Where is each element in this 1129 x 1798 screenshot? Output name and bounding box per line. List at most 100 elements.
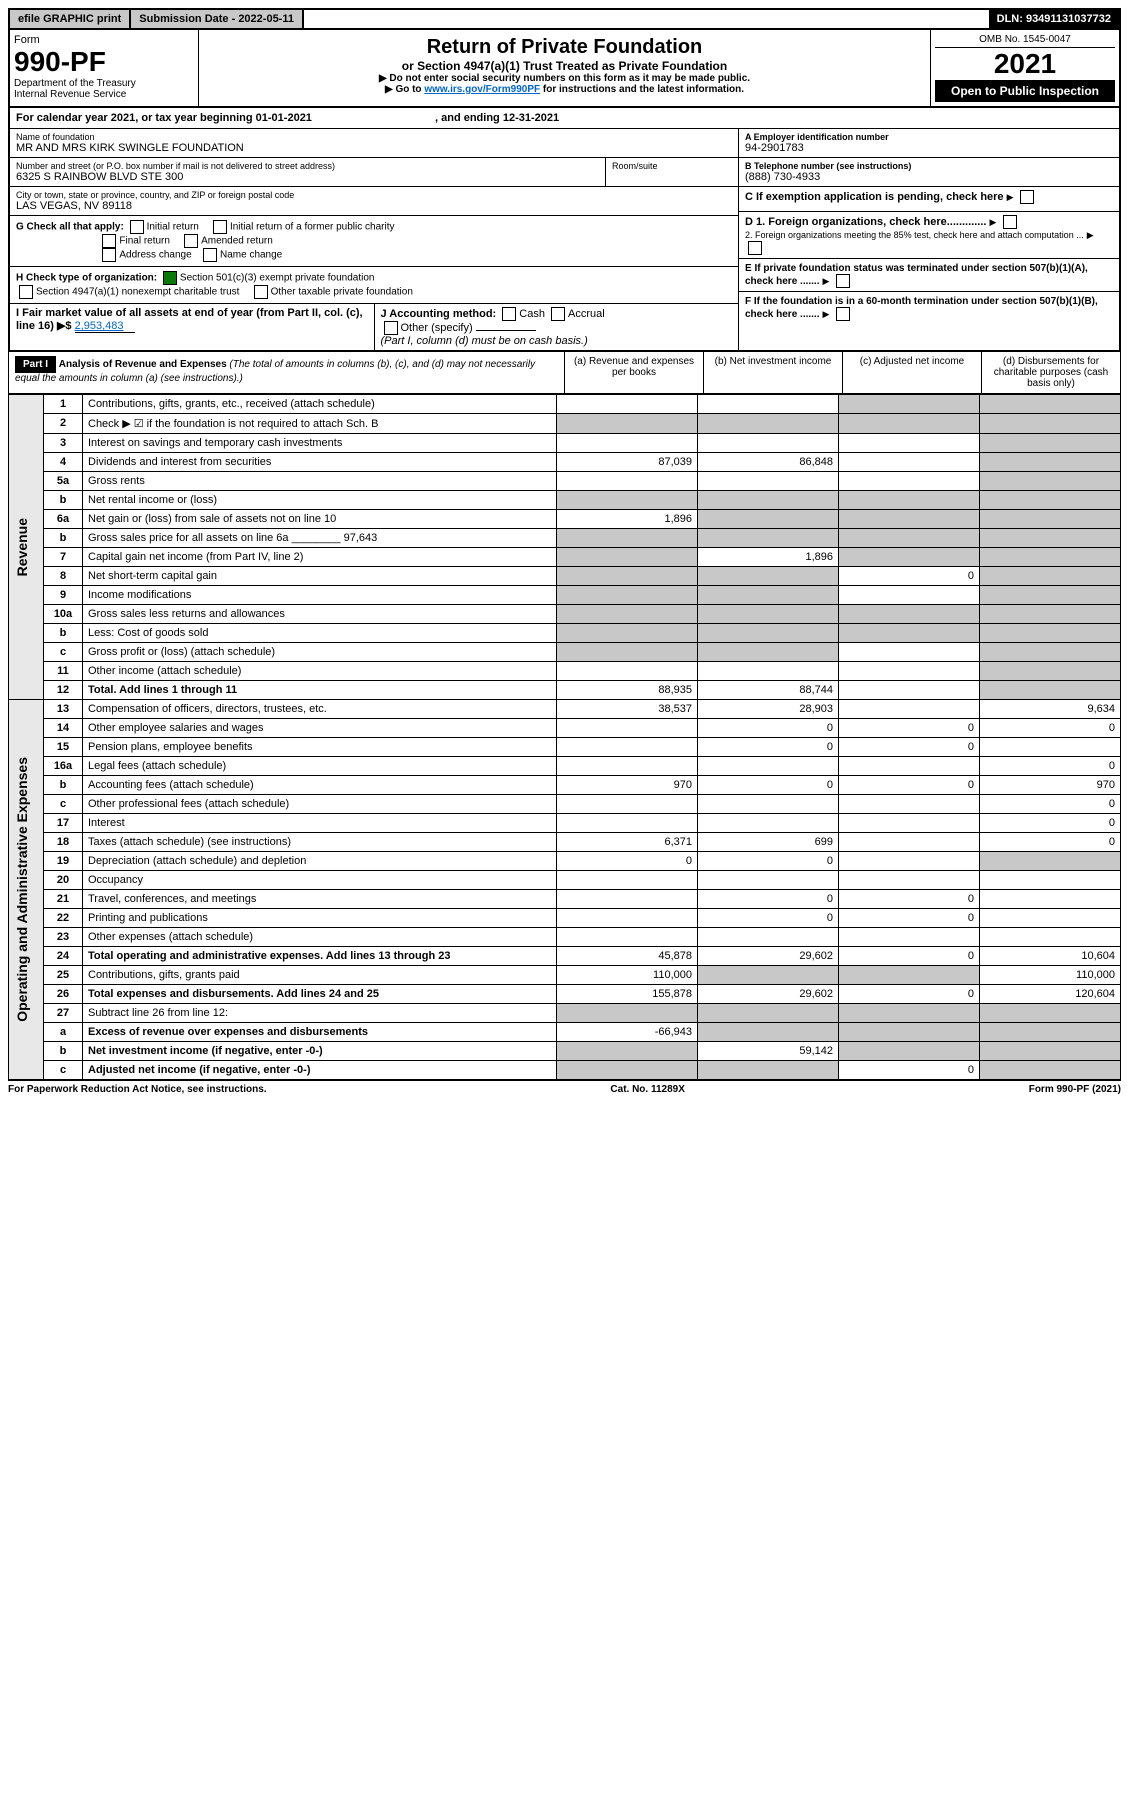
line-number: 14	[44, 719, 83, 738]
table-row: bNet investment income (if negative, ent…	[9, 1042, 1121, 1061]
page-footer: For Paperwork Reduction Act Notice, see …	[8, 1080, 1121, 1095]
table-row: 4Dividends and interest from securities8…	[9, 453, 1121, 472]
amount-cell: 88,935	[557, 681, 698, 700]
checkbox-f[interactable]	[836, 307, 850, 321]
table-row: 8Net short-term capital gain0	[9, 567, 1121, 586]
line-description: Less: Cost of goods sold	[83, 624, 557, 643]
amount-cell	[698, 928, 839, 947]
line-description: Net investment income (if negative, ente…	[83, 1042, 557, 1061]
checkbox-4947[interactable]	[19, 285, 33, 299]
amount-cell: 0	[980, 757, 1121, 776]
tax-year: 2021	[935, 48, 1115, 80]
line-description: Interest on savings and temporary cash i…	[83, 434, 557, 453]
amount-cell: 699	[698, 833, 839, 852]
table-row: 7Capital gain net income (from Part IV, …	[9, 548, 1121, 567]
amount-cell	[698, 491, 839, 510]
form-header: Form 990-PF Department of the Treasury I…	[8, 30, 1121, 108]
amount-cell	[698, 414, 839, 434]
amount-cell	[839, 814, 980, 833]
checkbox-initial-public[interactable]	[213, 220, 227, 234]
arrow-icon	[823, 308, 830, 320]
table-row: 2Check ▶ ☑ if the foundation is not requ…	[9, 414, 1121, 434]
h-opt-1: Section 501(c)(3) exempt private foundat…	[180, 273, 375, 284]
table-row: 9Income modifications	[9, 586, 1121, 605]
line-description: Other expenses (attach schedule)	[83, 928, 557, 947]
checkbox-address-change[interactable]	[102, 248, 116, 262]
amount-cell: 0	[839, 738, 980, 757]
table-row: Operating and Administrative Expenses13C…	[9, 700, 1121, 719]
line-description: Accounting fees (attach schedule)	[83, 776, 557, 795]
amount-cell	[698, 1004, 839, 1023]
amount-cell	[698, 1023, 839, 1042]
arrow-icon	[823, 275, 830, 287]
line-description: Contributions, gifts, grants paid	[83, 966, 557, 985]
amount-cell	[839, 1004, 980, 1023]
amount-cell	[839, 928, 980, 947]
line-number: 9	[44, 586, 83, 605]
amount-cell: 0	[557, 852, 698, 871]
line-description: Other income (attach schedule)	[83, 662, 557, 681]
amount-cell	[839, 453, 980, 472]
amount-cell	[980, 681, 1121, 700]
amount-cell	[698, 472, 839, 491]
amount-cell	[557, 624, 698, 643]
checkbox-cash[interactable]	[502, 307, 516, 321]
d2-text: 2. Foreign organizations meeting the 85%…	[745, 230, 1084, 240]
checkbox-initial-return[interactable]	[130, 220, 144, 234]
amount-cell: 0	[698, 738, 839, 757]
irs-link[interactable]: www.irs.gov/Form990PF	[424, 84, 540, 95]
amount-cell	[557, 795, 698, 814]
table-row: 3Interest on savings and temporary cash …	[9, 434, 1121, 453]
amount-cell	[557, 814, 698, 833]
amount-cell	[980, 643, 1121, 662]
col-c-hdr: (c) Adjusted net income	[842, 352, 981, 393]
table-row: cOther professional fees (attach schedul…	[9, 795, 1121, 814]
checkbox-e[interactable]	[836, 274, 850, 288]
amount-cell	[980, 548, 1121, 567]
checkbox-501c3[interactable]	[163, 271, 177, 285]
efile-label[interactable]: efile GRAPHIC print	[10, 10, 131, 28]
section-c: C If exemption application is pending, c…	[739, 187, 1119, 212]
line-number: 12	[44, 681, 83, 700]
line-number: 17	[44, 814, 83, 833]
table-row: 15Pension plans, employee benefits00	[9, 738, 1121, 757]
table-row: 12Total. Add lines 1 through 1188,93588,…	[9, 681, 1121, 700]
city-state-zip: LAS VEGAS, NV 89118	[16, 200, 732, 212]
expenses-sidebar: Operating and Administrative Expenses	[9, 700, 44, 1080]
section-h: H Check type of organization: Section 50…	[10, 267, 738, 304]
checkbox-c[interactable]	[1020, 190, 1034, 204]
checkbox-name-change[interactable]	[203, 248, 217, 262]
checkbox-final-return[interactable]	[102, 234, 116, 248]
line-description: Legal fees (attach schedule)	[83, 757, 557, 776]
amount-cell	[980, 1023, 1121, 1042]
amount-cell	[839, 605, 980, 624]
amount-cell	[557, 434, 698, 453]
line-number: 6a	[44, 510, 83, 529]
calyear-end: 12-31-2021	[503, 112, 559, 124]
amount-cell: 110,000	[980, 966, 1121, 985]
amount-cell	[980, 453, 1121, 472]
amount-cell	[698, 395, 839, 414]
j-other: Other (specify)	[401, 322, 473, 334]
amount-cell	[557, 871, 698, 890]
amount-cell	[557, 662, 698, 681]
amount-cell	[980, 605, 1121, 624]
checkbox-d2[interactable]	[748, 241, 762, 255]
amount-cell: 970	[557, 776, 698, 795]
checkbox-other-method[interactable]	[384, 321, 398, 335]
amount-cell: 0	[839, 909, 980, 928]
line-description: Dividends and interest from securities	[83, 453, 557, 472]
line-number: 8	[44, 567, 83, 586]
line-number: b	[44, 529, 83, 548]
amount-cell	[839, 681, 980, 700]
amount-cell	[557, 909, 698, 928]
h-label: H Check type of organization:	[16, 273, 157, 284]
checkbox-d1[interactable]	[1003, 215, 1017, 229]
fmv-value[interactable]: 2,953,483	[75, 320, 135, 333]
checkbox-accrual[interactable]	[551, 307, 565, 321]
checkbox-other-taxable[interactable]	[254, 285, 268, 299]
amount-cell	[698, 795, 839, 814]
checkbox-amended[interactable]	[184, 234, 198, 248]
amount-cell: 6,371	[557, 833, 698, 852]
amount-cell	[839, 491, 980, 510]
